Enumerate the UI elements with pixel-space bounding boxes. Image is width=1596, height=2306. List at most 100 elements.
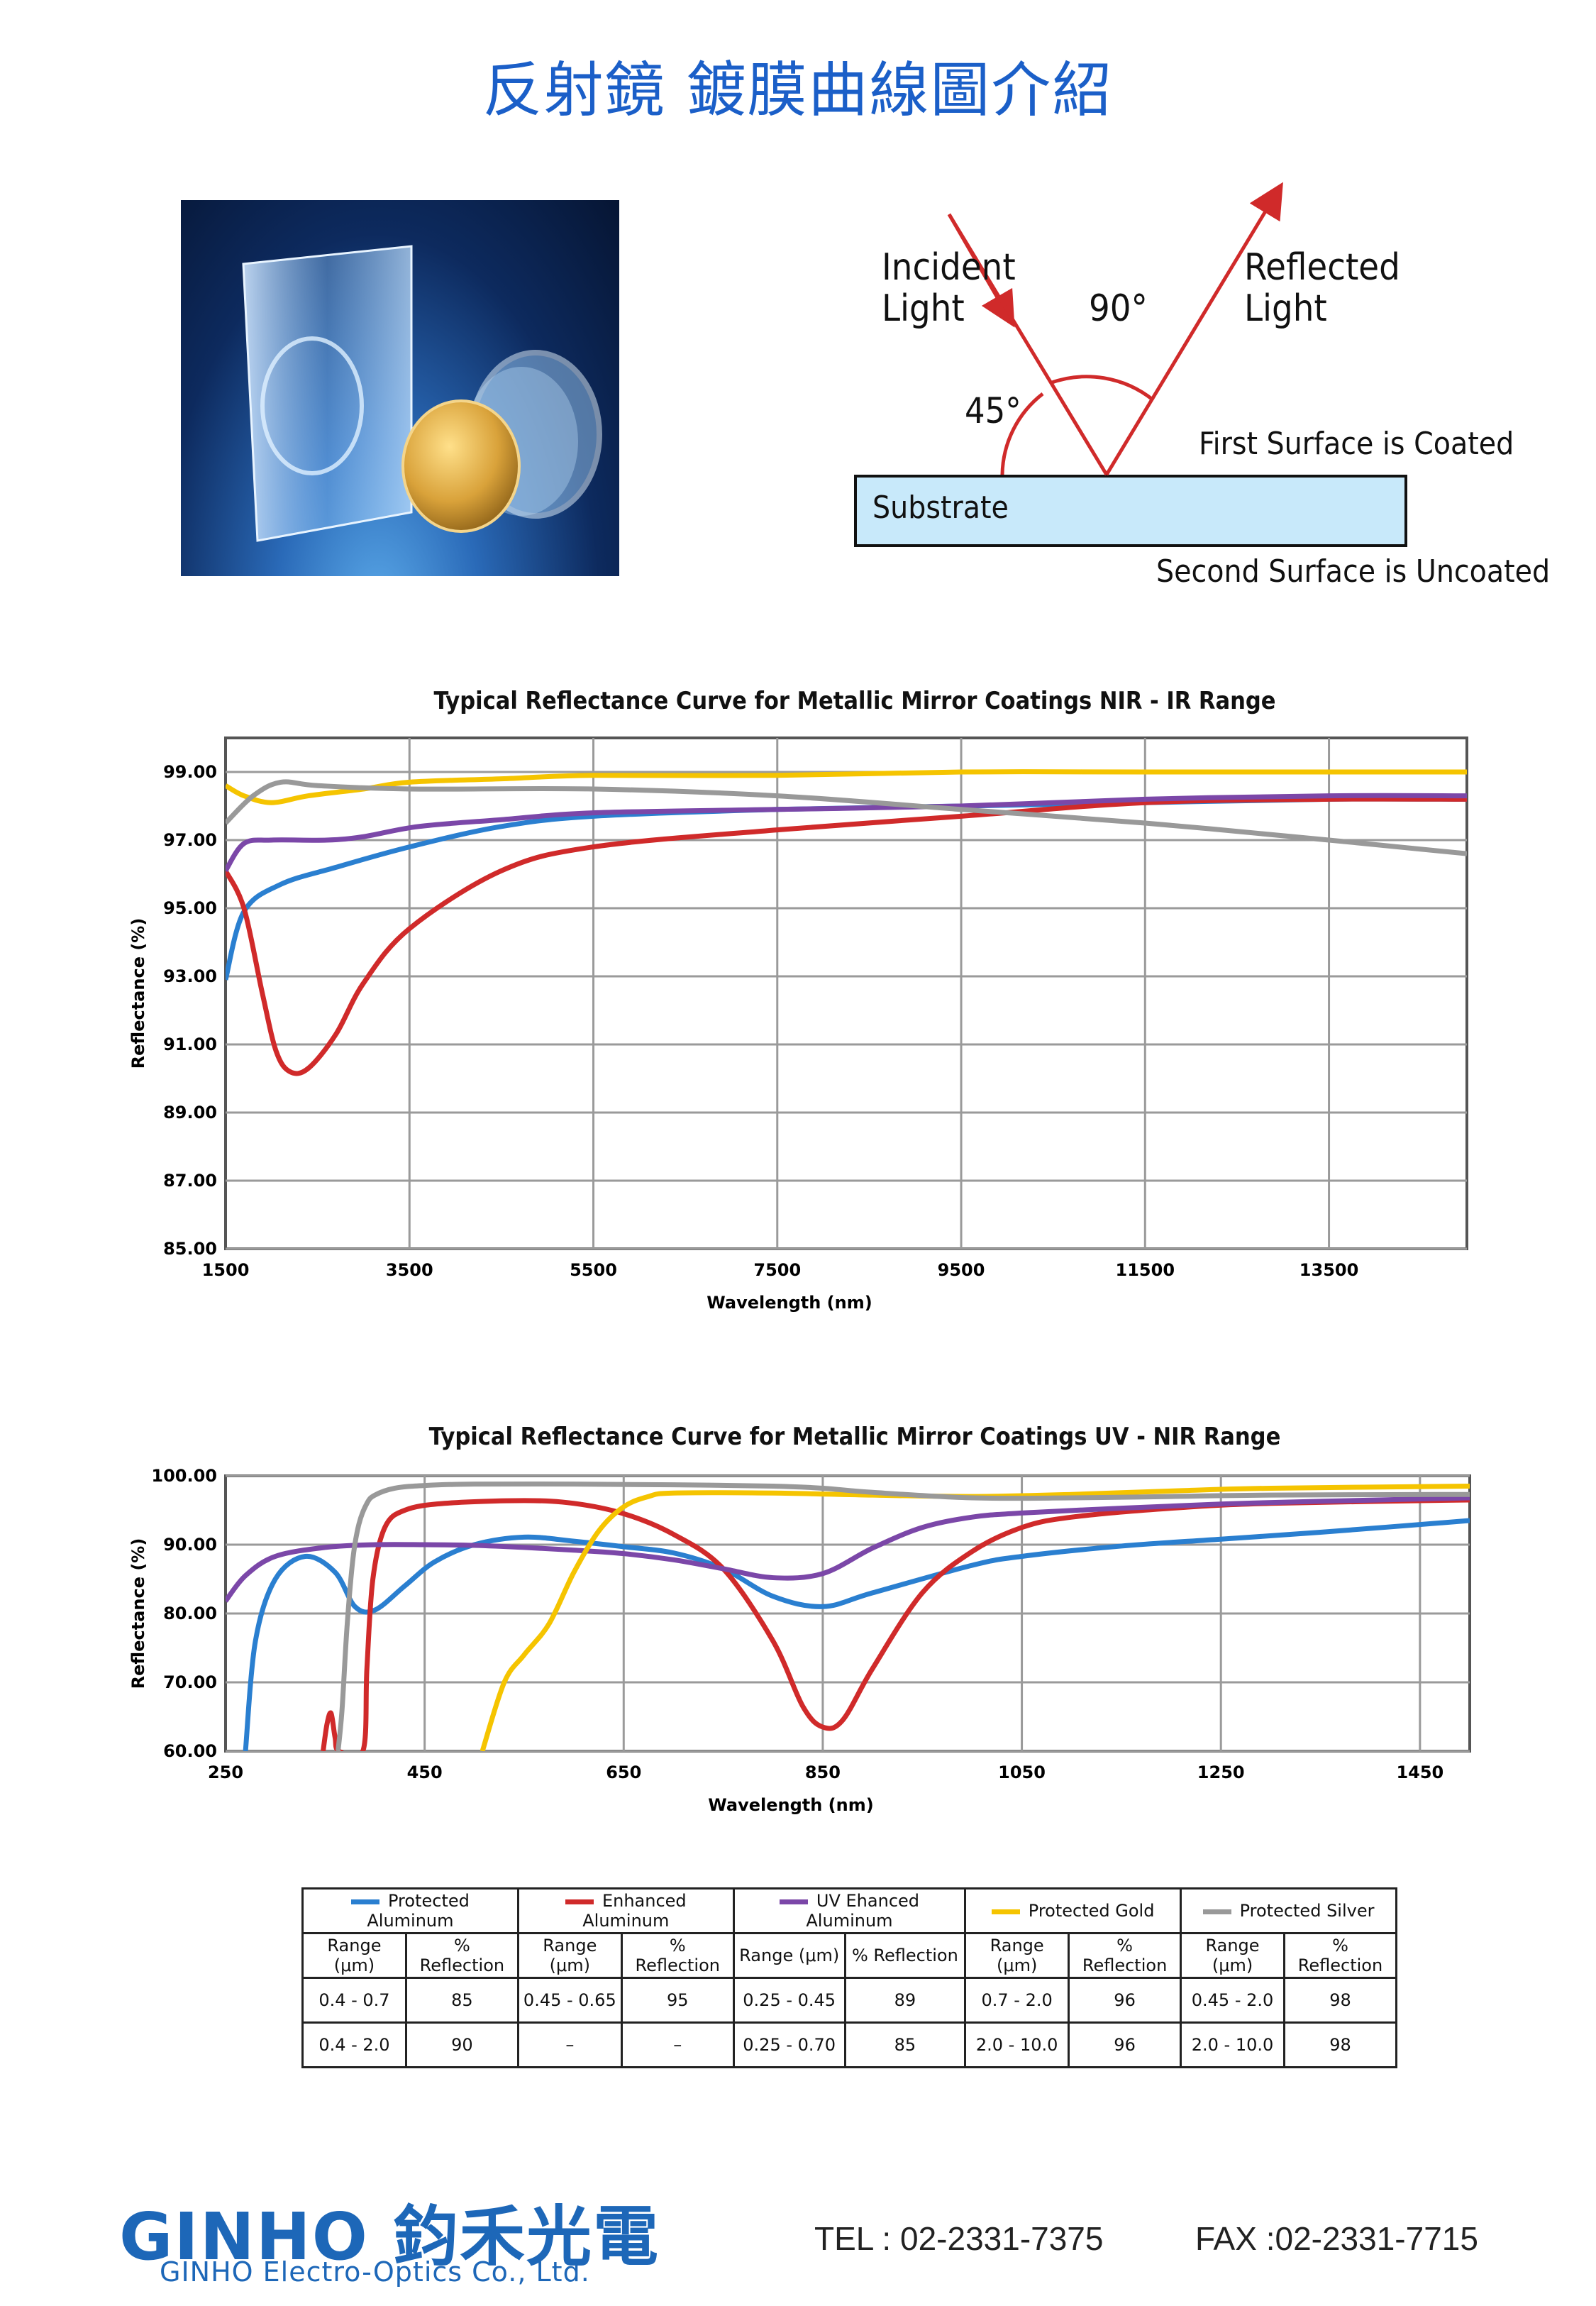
table-cell: 89	[843, 1977, 967, 2024]
table-cell: 0.45 - 0.65	[516, 1977, 623, 2024]
substrate-label: Substrate	[872, 490, 1009, 526]
x-axis-label: Wavelength (nm)	[708, 1795, 873, 1815]
incident-ray	[947, 213, 1109, 476]
table-cell: 2.0 - 10.0	[964, 2021, 1070, 2068]
x-tick-label: 1500	[202, 1260, 250, 1280]
legend-swatch	[991, 1909, 1020, 1914]
table-header-cell: % Reflection	[404, 1932, 519, 1979]
table-header-cell: % Reflection	[843, 1932, 967, 1979]
table-cell: 85	[843, 2021, 967, 2068]
series-line-protected-gold	[226, 769, 1467, 805]
y-tick-label: 85.00	[163, 1239, 217, 1259]
series-line-protected-silver	[336, 1481, 1470, 1751]
table-header-cell: % Reflection	[620, 1932, 735, 1979]
legend-label: UV Ehanced Aluminum	[806, 1891, 920, 1931]
x-axis-label: Wavelength (nm)	[706, 1293, 872, 1313]
legend-label: Protected Silver	[1239, 1901, 1375, 1921]
table-cell: 0.4 - 0.7	[301, 1977, 407, 2024]
y-axis-label: Reflectance (%)	[128, 918, 148, 1069]
substrate-block	[854, 475, 1407, 547]
x-tick-label: 13500	[1299, 1260, 1359, 1280]
legend-label: Protected Gold	[1028, 1901, 1155, 1921]
table-cell: 85	[404, 1977, 519, 2024]
legend-protected-silver: Protected Silver	[1180, 1887, 1397, 1934]
page-title: 反射鏡 鍍膜曲線圖介紹	[482, 55, 1114, 125]
table-header-cell: Range (μm)	[732, 1932, 846, 1979]
chart1-nir-ir: 99.00 97.00 95.00 93.00 91.00 89.00 87.00 85.00…	[128, 737, 1468, 1313]
x-tick-label: 11500	[1116, 1260, 1175, 1280]
y-tick-label: 100.00	[151, 1466, 217, 1486]
table-cell: 0.7 - 2.0	[964, 1977, 1070, 2024]
y-tick-label: 89.00	[163, 1103, 217, 1122]
y-tick-label: 97.00	[163, 830, 217, 850]
table-cell: 96	[1068, 2021, 1182, 2068]
angle-45-arc	[1000, 392, 1044, 475]
table-header-cell: % Reflection	[1068, 1932, 1182, 1979]
y-tick-label: 60.00	[163, 1741, 217, 1761]
table-cell: 95	[620, 1977, 735, 2024]
y-axis-label: Reflectance (%)	[128, 1538, 148, 1689]
table-header-cell: Range (μm)	[301, 1932, 407, 1979]
y-tick-label: 90.00	[163, 1535, 217, 1555]
legend-label: Enhanced Aluminum	[582, 1891, 687, 1931]
x-tick-label: 450	[407, 1762, 443, 1782]
legend-protected-aluminum: Protected Aluminum	[301, 1887, 519, 1934]
y-tick-label: 93.00	[163, 966, 217, 986]
table-cell: 2.0 - 10.0	[1180, 2021, 1285, 2068]
table-row: 0.4 - 0.7 85 0.45 - 0.65 95 0.25 - 0.45 89 0.7…	[301, 1977, 1398, 2024]
table-cell: 0.25 - 0.45	[732, 1977, 846, 2024]
table-header-row: Range (μm)% Reflection Range (μm)% Reflec…	[301, 1932, 1398, 1979]
coating-legend-row: Protected Aluminum Enhanced Aluminum UV Eh…	[301, 1887, 1397, 1934]
second-surface-label: Second Surface is Uncoated	[1156, 553, 1551, 590]
legend-swatch	[565, 1899, 594, 1904]
y-tick-label: 91.00	[163, 1035, 217, 1054]
table-cell: 98	[1282, 2021, 1398, 2068]
incident-light-label: Incident Light	[882, 246, 1016, 330]
x-tick-label: 1050	[998, 1762, 1046, 1782]
table-row: 0.4 - 2.0 90– –0.25 - 0.70 85 2.0 - 10.0 96 2.…	[301, 2021, 1398, 2068]
table-header-cell: Range (μm)	[516, 1932, 623, 1979]
first-surface-label: First Surface is Coated	[1199, 426, 1514, 462]
y-tick-label: 87.00	[163, 1171, 217, 1191]
legend-protected-gold: Protected Gold	[964, 1887, 1182, 1934]
reflected-light-label: Reflected Light	[1244, 246, 1400, 330]
chart1-title: Typical Reflectance Curve for Metallic M…	[433, 687, 1276, 715]
legend-label: Protected Aluminum	[367, 1891, 470, 1931]
x-tick-label: 250	[208, 1762, 243, 1782]
angle-90-label: 90°	[1089, 287, 1148, 330]
legend-swatch	[1202, 1909, 1231, 1914]
chart2-title: Typical Reflectance Curve for Metallic M…	[428, 1423, 1281, 1451]
series-line-protected-gold	[480, 1484, 1470, 1751]
x-tick-label: 850	[805, 1762, 841, 1782]
table-cell: –	[516, 2021, 623, 2068]
x-tick-label: 650	[606, 1762, 641, 1782]
company-name: GINHO Electro-Optics Co., Ltd.	[160, 2256, 590, 2288]
reflection-diagram	[854, 182, 1407, 547]
y-tick-label: 70.00	[163, 1672, 217, 1692]
y-tick-label: 95.00	[163, 898, 217, 918]
coating-spec-table: Protected Aluminum Enhanced Aluminum UV Eh…	[301, 1887, 1398, 2068]
x-tick-label: 3500	[386, 1260, 433, 1280]
contact-tel: TEL : 02-2331-7375	[814, 2220, 1104, 2257]
table-cell: –	[620, 2021, 735, 2068]
contact-fax: FAX :02-2331-7715	[1195, 2220, 1478, 2257]
angle-45-label: 45°	[965, 390, 1021, 431]
table-header-cell: Range (μm)	[1180, 1932, 1285, 1979]
x-tick-label: 1450	[1396, 1762, 1443, 1782]
table-cell: 0.25 - 0.70	[732, 2021, 846, 2068]
series-line-enhanced-aluminum	[226, 796, 1467, 1076]
table-header-cell: % Reflection	[1282, 1932, 1398, 1979]
table-cell: 0.45 - 2.0	[1180, 1977, 1285, 2024]
x-tick-label: 7500	[753, 1260, 801, 1280]
table-cell: 90	[404, 2021, 519, 2068]
legend-swatch	[779, 1899, 808, 1904]
company-logo: GINHO 鈞禾光電	[119, 2199, 660, 2275]
series-line-protected-aluminum	[243, 1518, 1470, 1751]
table-header-cell: Range (μm)	[964, 1932, 1070, 1979]
angle-90-arc	[1049, 375, 1155, 402]
series-line-uv-enhanced-aluminum	[226, 793, 1467, 873]
table-cell: 98	[1282, 1977, 1398, 2024]
series-line-enhanced-aluminum	[321, 1497, 1470, 1751]
y-tick-label: 99.00	[163, 762, 217, 782]
